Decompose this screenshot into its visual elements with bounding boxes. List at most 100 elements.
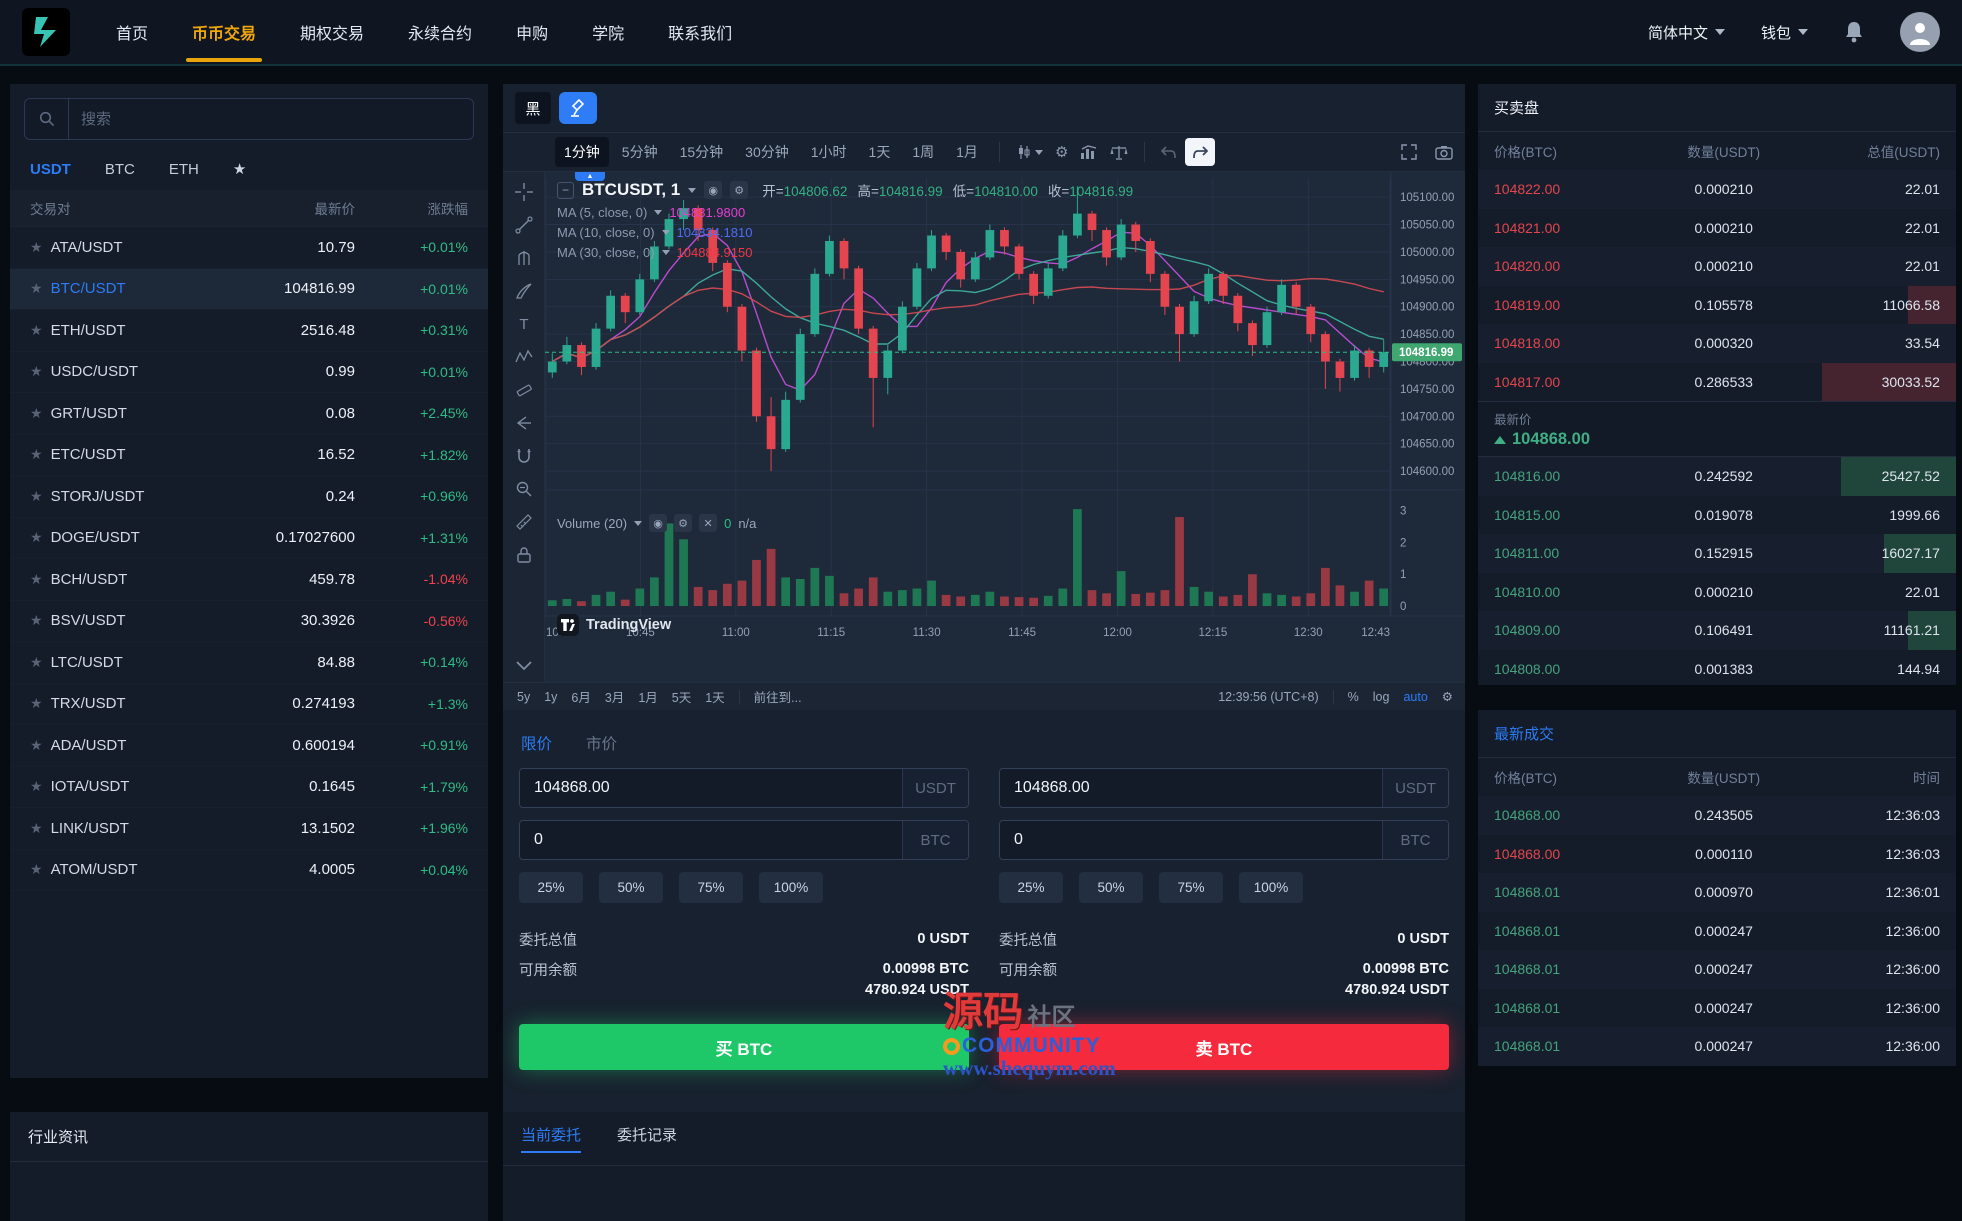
tradingview-attribution[interactable]: TradingView <box>557 614 671 636</box>
buy-25pct-button[interactable]: 25% <box>519 872 583 903</box>
interval-1d[interactable]: 1天 <box>868 144 891 160</box>
bid-row[interactable]: 104816.00 0.242592 25427.52 <box>1478 457 1956 496</box>
auto-scale-button[interactable]: auto <box>1403 689 1428 704</box>
favorite-star-icon[interactable]: ★ <box>30 363 43 380</box>
favorite-star-icon[interactable]: ★ <box>30 280 43 297</box>
pair-row[interactable]: ★ GRT/USDT 0.08 +2.45% <box>10 393 488 435</box>
bid-row[interactable]: 104810.00 0.000210 22.01 <box>1478 573 1956 612</box>
buy-price-input[interactable] <box>520 779 902 797</box>
interval-1m[interactable]: 1分钟 <box>555 137 609 167</box>
tab-usdt[interactable]: USDT <box>30 160 71 178</box>
tab-open-orders[interactable]: 当前委托 <box>521 1124 582 1153</box>
axis-settings-icon[interactable]: ⚙ <box>1441 690 1453 704</box>
range-5d[interactable]: 5天 <box>671 691 692 705</box>
sell-price-input[interactable] <box>1000 779 1382 797</box>
nav-item-subscribe[interactable]: 申购 <box>516 26 549 43</box>
favorite-star-icon[interactable]: ★ <box>30 238 43 255</box>
pair-row[interactable]: ★ DOGE/USDT 0.17027600 +1.31% <box>10 518 488 559</box>
interval-1h[interactable]: 1小时 <box>810 144 847 160</box>
pattern-tool-icon[interactable] <box>514 347 533 367</box>
pair-row[interactable]: ★ BTC/USDT 104816.99 +0.01% <box>10 268 488 310</box>
sell-amount-input[interactable] <box>1000 831 1382 849</box>
sell-50pct-button[interactable]: 50% <box>1079 872 1143 903</box>
sell-25pct-button[interactable]: 25% <box>999 872 1063 903</box>
buy-75pct-button[interactable]: 75% <box>679 872 743 903</box>
pair-row[interactable]: ★ BSV/USDT 30.3926 -0.56% <box>10 601 488 642</box>
pair-row[interactable]: ★ IOTA/USDT 0.1645 +1.79% <box>10 767 488 808</box>
legend-collapse-icon[interactable]: − <box>557 181 574 199</box>
range-6m[interactable]: 6月 <box>571 691 591 705</box>
fullscreen-button[interactable] <box>1397 140 1421 164</box>
wallet-menu[interactable]: 钱包 <box>1761 22 1808 43</box>
tab-order-history[interactable]: 委托记录 <box>617 1127 678 1144</box>
pair-row[interactable]: ★ LTC/USDT 84.88 +0.14% <box>10 642 488 684</box>
visibility-eye-icon[interactable]: ◉ <box>704 181 723 199</box>
volume-settings-icon[interactable]: ⚙ <box>674 514 693 532</box>
favorite-star-icon[interactable]: ★ <box>30 446 43 463</box>
undo-button[interactable] <box>1157 142 1181 163</box>
candlestick-chart[interactable]: 10:3010:4511:0011:1511:3011:4512:0012:15… <box>545 172 1465 654</box>
compare-button[interactable] <box>1106 141 1132 164</box>
log-scale-button[interactable]: log <box>1372 689 1390 704</box>
favorite-star-icon[interactable]: ★ <box>30 404 43 421</box>
zoom-tool-icon[interactable] <box>515 479 533 499</box>
sell-75pct-button[interactable]: 75% <box>1159 872 1223 903</box>
chevron-down-icon[interactable] <box>661 250 670 255</box>
pair-row[interactable]: ★ STORJ/USDT 0.24 +0.96% <box>10 476 488 518</box>
chevron-down-icon[interactable] <box>634 520 643 526</box>
range-1d[interactable]: 1天 <box>705 691 725 705</box>
favorite-star-icon[interactable]: ★ <box>30 529 43 546</box>
series-settings-icon[interactable]: ⚙ <box>730 181 749 199</box>
interval-1M[interactable]: 1月 <box>956 144 978 160</box>
bell-icon[interactable] <box>1844 21 1864 43</box>
interval-1w[interactable]: 1周 <box>912 144 935 160</box>
buy-submit-button[interactable]: 买 BTC <box>519 1024 969 1071</box>
go-to-date[interactable]: 前往到... <box>753 691 802 705</box>
ask-row[interactable]: 104819.00 0.105578 11066.58 <box>1478 285 1956 324</box>
magnet-tool-icon[interactable] <box>515 446 533 466</box>
measure-tool-icon[interactable] <box>515 512 533 532</box>
ask-row[interactable]: 104821.00 0.000210 22.01 <box>1478 209 1956 248</box>
favorite-star-icon[interactable]: ★ <box>30 736 43 753</box>
interval-30m[interactable]: 30分钟 <box>745 144 789 160</box>
nav-item-contact[interactable]: 联系我们 <box>668 26 733 43</box>
chevron-down-icon[interactable] <box>661 230 670 235</box>
forecast-tool-icon[interactable] <box>515 380 533 400</box>
ask-row[interactable]: 104817.00 0.286533 30033.52 <box>1478 362 1956 401</box>
buy-100pct-button[interactable]: 100% <box>759 872 823 903</box>
tab-eth[interactable]: ETH <box>168 160 199 178</box>
pair-row[interactable]: ★ ATOM/USDT 4.0005 +0.04% <box>10 850 488 891</box>
redo-button[interactable] <box>1185 138 1216 166</box>
nav-item-options[interactable]: 期权交易 <box>300 26 365 43</box>
pane-collapse-tab[interactable]: ▲ <box>575 172 605 181</box>
lock-tool-icon[interactable] <box>515 545 533 565</box>
language-selector[interactable]: 简体中文 <box>1648 22 1725 43</box>
sell-100pct-button[interactable]: 100% <box>1239 872 1303 903</box>
ask-row[interactable]: 104820.00 0.000210 22.01 <box>1478 247 1956 286</box>
favorite-star-icon[interactable]: ★ <box>30 321 43 338</box>
percent-scale-button[interactable]: % <box>1347 689 1359 704</box>
buy-50pct-button[interactable]: 50% <box>599 872 663 903</box>
tab-limit-order[interactable]: 限价 <box>521 736 553 753</box>
pair-row[interactable]: ★ TRX/USDT 0.274193 +1.3% <box>10 684 488 725</box>
favorite-star-icon[interactable]: ★ <box>30 570 43 587</box>
light-theme-button[interactable] <box>559 92 597 124</box>
bid-row[interactable]: 104811.00 0.152915 16027.17 <box>1478 534 1956 573</box>
ask-row[interactable]: 104822.00 0.000210 22.01 <box>1478 170 1956 209</box>
nav-item-home[interactable]: 首页 <box>116 26 149 43</box>
nav-item-spot-trading[interactable]: 币币交易 <box>186 0 263 64</box>
nav-item-academy[interactable]: 学院 <box>592 26 625 43</box>
chart-type-selector[interactable] <box>1012 140 1047 164</box>
search-input[interactable] <box>69 110 473 128</box>
chevron-down-icon[interactable] <box>688 187 697 193</box>
chevron-down-icon[interactable] <box>654 210 663 215</box>
pair-row[interactable]: ★ BCH/USDT 459.78 -1.04% <box>10 559 488 601</box>
tab-btc[interactable]: BTC <box>104 160 135 178</box>
brand-logo[interactable] <box>22 8 70 56</box>
favorite-star-icon[interactable]: ★ <box>30 778 43 795</box>
interval-5m[interactable]: 5分钟 <box>621 144 658 160</box>
trendline-tool-icon[interactable] <box>514 215 533 235</box>
text-tool-icon[interactable]: T <box>515 314 533 334</box>
ask-row[interactable]: 104818.00 0.000320 33.54 <box>1478 324 1956 363</box>
crosshair-tool-icon[interactable] <box>514 182 533 202</box>
